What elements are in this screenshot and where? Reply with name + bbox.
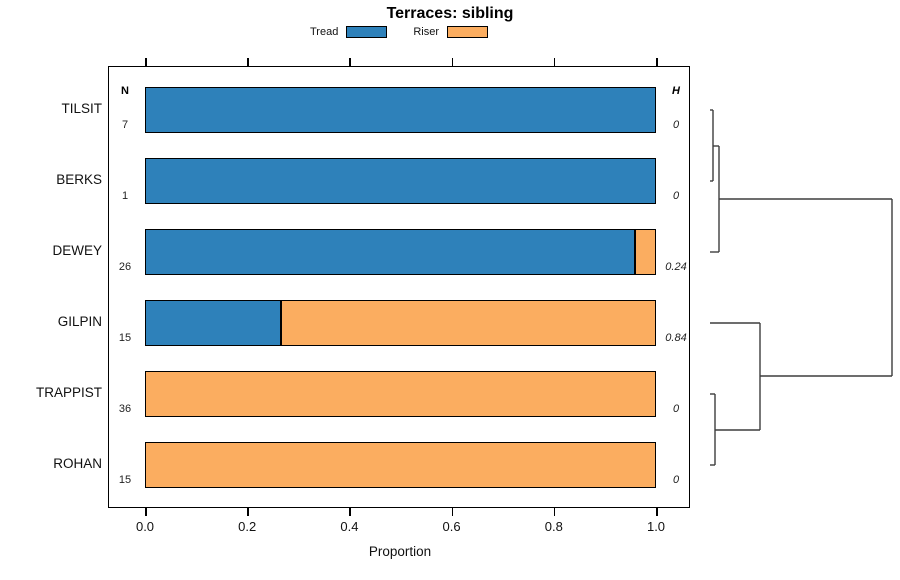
n-value: 15	[118, 474, 132, 486]
x-axis-tick-bottom	[247, 507, 249, 516]
n-value: 7	[121, 119, 129, 131]
n-value: 1	[121, 190, 129, 202]
x-axis-tick-top	[451, 58, 454, 66]
bar-tilsit	[145, 87, 656, 133]
row-label-berks: BERKS	[56, 172, 102, 187]
x-axis-tick-label: 0.6	[442, 519, 461, 534]
legend-label-riser: Riser	[413, 26, 439, 38]
bar-berks	[145, 158, 656, 204]
n-value: 15	[118, 332, 132, 344]
x-axis-tick-bottom	[145, 507, 147, 516]
h-value: 0	[672, 474, 680, 486]
bar-segment-tread	[146, 230, 636, 274]
legend-label-tread: Tread	[310, 26, 339, 38]
x-axis-tick-top	[656, 58, 658, 66]
bar-segment-riser	[146, 443, 655, 487]
col-header-h: H	[672, 85, 680, 97]
h-value: 0.84	[665, 332, 687, 344]
x-axis-tick-label: 1.0	[646, 519, 666, 534]
legend: Tread Riser	[108, 26, 690, 38]
x-axis-tick-label: 0.8	[544, 519, 563, 534]
bar-segment-tread	[146, 159, 655, 203]
legend-item-tread: Tread	[310, 26, 388, 38]
legend-swatch-tread	[346, 26, 388, 38]
h-value: 0	[672, 403, 680, 415]
bar-segment-riser	[281, 301, 655, 345]
legend-swatch-riser	[447, 26, 488, 38]
h-value: 0	[672, 119, 680, 131]
bar-gilpin	[145, 300, 656, 346]
x-axis-title: Proportion	[368, 544, 432, 559]
x-axis-tick-bottom	[656, 507, 658, 516]
plot-box	[108, 66, 690, 508]
x-axis-tick-label: 0.4	[340, 519, 359, 534]
bar-segment-tread	[146, 88, 655, 132]
x-axis-tick-bottom	[553, 507, 556, 516]
row-label-trappist: TRAPPIST	[35, 385, 102, 400]
x-axis-tick-bottom	[451, 507, 454, 516]
bar-segment-riser	[146, 372, 655, 416]
bar-rohan	[145, 442, 656, 488]
n-value: 36	[118, 403, 132, 415]
x-axis-tick-top	[349, 58, 351, 66]
x-axis-tick-top	[553, 58, 556, 66]
n-value: 26	[118, 261, 132, 273]
x-axis-tick-bottom	[349, 507, 351, 516]
x-axis-tick-top	[145, 58, 147, 66]
x-axis-tick-top	[247, 58, 249, 66]
col-header-n: N	[121, 85, 129, 97]
x-axis-tick-label: 0.2	[238, 519, 257, 534]
bar-dewey	[145, 229, 656, 275]
legend-item-riser: Riser	[413, 26, 488, 38]
row-label-tilsit: TILSIT	[61, 101, 102, 116]
bar-segment-tread	[146, 301, 282, 345]
x-axis-tick-label: 0.0	[135, 519, 155, 534]
bar-trappist	[145, 371, 656, 417]
chart-title: Terraces: sibling	[386, 5, 514, 22]
bar-segment-riser	[635, 230, 655, 274]
row-label-gilpin: GILPIN	[57, 314, 102, 329]
h-value: 0.24	[665, 261, 687, 273]
row-label-rohan: ROHAN	[53, 456, 102, 471]
h-value: 0	[672, 190, 680, 202]
row-label-dewey: DEWEY	[52, 243, 102, 258]
